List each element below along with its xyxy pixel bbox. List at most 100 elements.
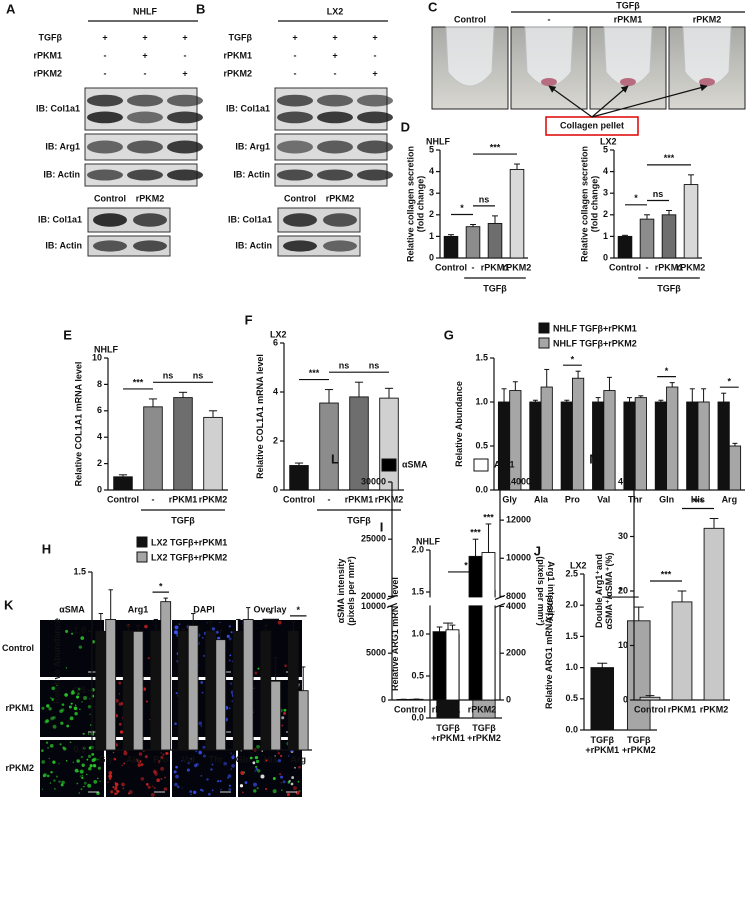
cell-signal — [46, 774, 50, 778]
x-tick-label: Control — [634, 704, 666, 714]
cell-signal — [173, 770, 177, 774]
y-tick-label: 20 — [618, 585, 628, 595]
cell-signal — [66, 724, 70, 728]
cell-signal — [42, 774, 46, 778]
y-tick-label: 0.0 — [73, 744, 86, 754]
x-tick-label: rPKM2 — [700, 704, 729, 714]
blot-band — [167, 140, 203, 154]
lane-label: Control — [284, 193, 316, 203]
bar — [150, 630, 162, 751]
cell-signal — [286, 792, 291, 797]
pellet — [541, 78, 557, 86]
significance: *** — [693, 497, 704, 507]
cell-signal — [108, 770, 113, 775]
cell-signal — [51, 698, 55, 701]
treatment-cell: - — [334, 68, 337, 78]
blot-band — [283, 240, 317, 252]
y-tick-label: 0.5 — [73, 685, 86, 695]
panel-label: K — [4, 597, 14, 612]
bar — [686, 401, 699, 491]
cell-signal — [231, 757, 235, 760]
cell-signal — [144, 755, 148, 759]
cell-signal — [70, 702, 73, 705]
cell-signal — [256, 744, 260, 749]
blot-band — [167, 169, 203, 181]
legend-swatch — [538, 322, 550, 334]
cell-signal — [83, 785, 85, 788]
bar — [432, 631, 447, 701]
cell-signal — [272, 777, 276, 781]
cell-signal — [277, 620, 282, 625]
y-tick-label: 0 — [506, 694, 511, 704]
treatment-cell: + — [332, 50, 337, 60]
cell-signal — [202, 636, 204, 639]
error-bar — [301, 666, 306, 691]
x-tick-label: rPKM1 — [169, 494, 198, 504]
y-tick-label: 0 — [623, 694, 628, 704]
lane-label: - — [548, 14, 551, 24]
significance: *** — [133, 377, 144, 387]
bar — [173, 397, 193, 491]
error-bar — [148, 398, 158, 407]
cell-signal — [52, 715, 56, 720]
y-axis-label: Relative Abundance — [454, 381, 464, 467]
y-tick-label: 0.5 — [411, 670, 424, 680]
blot-band — [167, 111, 203, 124]
cell-signal — [201, 789, 204, 792]
cell-signal — [77, 687, 81, 691]
blot-label: IB: Actin — [233, 169, 270, 179]
blot-band — [357, 169, 393, 181]
cell-signal — [297, 780, 300, 783]
cell-signal — [160, 766, 165, 771]
y-tick-label: 10000 — [361, 601, 386, 611]
error-bar — [595, 397, 601, 402]
cell-signal — [147, 656, 150, 660]
cell-signal — [220, 788, 222, 791]
treatment-cell: + — [142, 32, 147, 42]
y-tick-label: 25000 — [361, 534, 386, 544]
cell-signal — [65, 759, 68, 762]
cell-signal — [72, 761, 75, 764]
cell-signal — [83, 747, 86, 750]
cell-signal — [175, 774, 179, 779]
cell-signal — [200, 725, 203, 727]
error-bar — [658, 399, 664, 402]
cell-signal — [278, 773, 282, 776]
cell-signal — [228, 788, 232, 791]
cell-signal — [135, 758, 139, 762]
y-tick-label: 0 — [273, 484, 278, 494]
cell-signal — [50, 716, 54, 721]
error-bar — [236, 618, 241, 632]
error-bar — [669, 382, 675, 388]
cell-signal — [86, 758, 89, 761]
cell-signal — [75, 695, 80, 699]
cell-signal — [228, 784, 232, 787]
x-tick-label: Control — [435, 262, 467, 272]
x-tick-label: Thr — [628, 494, 643, 504]
blot-band — [317, 111, 353, 124]
cell-signal — [282, 780, 286, 784]
error-bar — [689, 388, 695, 402]
blot-band — [167, 94, 203, 107]
y-tick-label: 10 — [618, 640, 628, 650]
cell-signal — [164, 776, 166, 779]
cell-signal — [58, 780, 61, 783]
bar — [728, 445, 742, 491]
error-bar — [621, 234, 629, 237]
x-tick-label: Control — [394, 704, 426, 714]
treatment-label: rPKM2 — [223, 68, 252, 78]
bar — [95, 630, 107, 751]
bar — [443, 235, 459, 259]
blot-band — [87, 169, 123, 181]
error-bar — [665, 209, 673, 215]
blot-label: IB: Actin — [43, 169, 80, 179]
bar — [571, 377, 585, 491]
x-tick-label: Ala — [534, 494, 549, 504]
significance: *** — [490, 142, 501, 152]
cell-signal — [252, 761, 256, 765]
cell-signal — [190, 757, 193, 760]
cell-signal — [59, 743, 62, 746]
error-bar — [384, 387, 394, 399]
cell-signal — [147, 785, 151, 789]
panel-label: B — [196, 1, 205, 16]
